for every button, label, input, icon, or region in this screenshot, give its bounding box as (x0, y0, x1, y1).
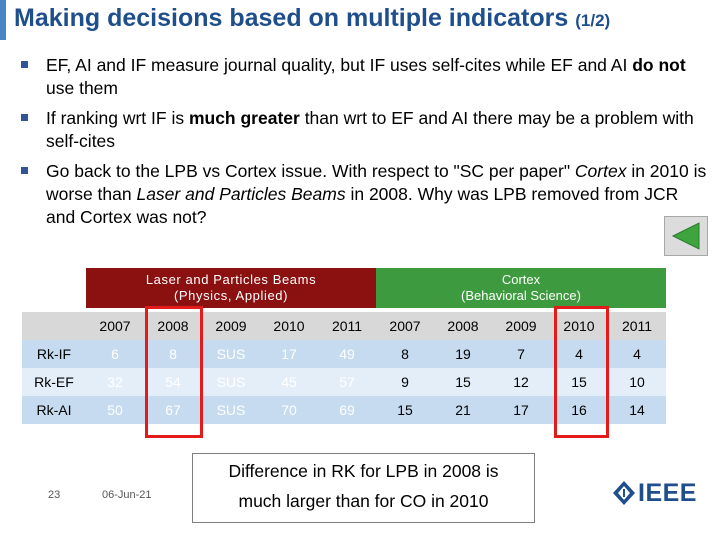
bullet-item: EF, AI and IF measure journal quality, b… (20, 54, 710, 100)
bullet-text: in 2008. Why was LPB removed from JCR an… (46, 184, 679, 227)
title-accent-bar (0, 0, 6, 40)
bullet-square-icon (21, 61, 28, 68)
highlight-lpb-2008 (145, 306, 203, 438)
lpb-rank-cell: SUS (216, 346, 246, 362)
cortex-rank-cell: 16 (571, 402, 587, 418)
lpb-rank-cell: 70 (281, 402, 297, 418)
lpb-rank-cell: SUS (216, 402, 246, 418)
lpb-group-category: (Physics, Applied) (173, 288, 289, 303)
bullet-text: do not (632, 55, 686, 75)
slide-title: Making decisions based on multiple indic… (14, 4, 610, 33)
bullet-text: Go back to the LPB vs Cortex issue. With… (46, 161, 575, 181)
year-header-cell: 2010 (563, 318, 595, 334)
cortex-rank-cell: 10 (629, 374, 645, 390)
cortex-group-header: Cortex (Behavioral Science) (376, 268, 666, 308)
bullet-item: If ranking wrt IF is much greater than w… (20, 107, 710, 153)
cortex-rank-cell: 4 (575, 346, 583, 362)
table-row: Rk-AI 50 67 SUS 70 69 15 21 17 16 14 (22, 396, 666, 424)
year-header-cell: 2007 (99, 318, 131, 334)
bullet-square-icon (21, 114, 28, 121)
ieee-logo-text: IEEE (638, 479, 697, 507)
slide-title-suffix: (1/2) (575, 11, 611, 30)
year-header-row: 2007 2008 2009 2010 2011 2007 2008 2009 2010 2011 (22, 312, 666, 340)
year-header-cell: 2008 (157, 318, 189, 334)
year-header-cell: 2008 (447, 318, 479, 334)
table-row: Rk-EF 32 54 SUS 45 57 9 15 12 15 10 (22, 368, 666, 396)
lpb-group-header: Laser and Particles Beams (Physics, Appl… (86, 268, 376, 308)
cortex-rank-cell: 19 (455, 346, 471, 362)
cortex-rank-cell: 4 (633, 346, 641, 362)
bullet-item: Go back to the LPB vs Cortex issue. With… (20, 160, 710, 229)
cortex-rank-cell: 8 (401, 346, 409, 362)
lpb-rank-cell: 69 (339, 402, 355, 418)
footer-date: 06-Jun-21 (102, 489, 152, 501)
cortex-rank-cell: 17 (513, 402, 529, 418)
cortex-rank-cell: 15 (455, 374, 471, 390)
callout-line-2: much larger than for CO in 2010 (238, 491, 489, 511)
back-arrow-icon (671, 222, 700, 250)
cortex-rank-cell: 12 (513, 374, 529, 390)
bullet-text: Cortex (574, 161, 627, 181)
lpb-rank-cell: 54 (165, 374, 181, 390)
bullet-text: much greater (188, 108, 300, 128)
bullet-text: If ranking wrt IF is (46, 108, 189, 128)
lpb-rank-cell: SUS (216, 374, 246, 390)
bullet-text: EF, AI and IF measure journal quality, b… (46, 55, 633, 75)
row-label: Rk-IF (36, 346, 72, 362)
ranking-table: Laser and Particles Beams (Physics, Appl… (22, 268, 666, 430)
ieee-logo: IEEE (612, 478, 712, 508)
lpb-rank-cell: 67 (165, 402, 181, 418)
cortex-group-category: (Behavioral Science) (461, 288, 581, 303)
lpb-rank-cell: 45 (281, 374, 297, 390)
row-label: Rk-EF (34, 374, 74, 390)
year-header-cell: 2009 (215, 318, 247, 334)
lpb-group-name: Laser and Particles Beams (145, 272, 317, 287)
year-header-cell: 2010 (273, 318, 305, 334)
highlight-cortex-2010 (554, 306, 609, 438)
bullet-text: Laser and Particles Beams (136, 184, 346, 204)
cortex-rank-cell: 14 (629, 402, 645, 418)
year-header-cell: 2011 (621, 318, 653, 334)
lpb-rank-cell: 17 (281, 346, 297, 362)
cortex-group-name: Cortex (501, 272, 541, 287)
slide-title-text: Making decisions based on multiple indic… (14, 4, 569, 32)
bullet-text: use them (46, 78, 118, 98)
callout-line-1: Difference in RK for LPB in 2008 is (228, 461, 499, 481)
callout-box: Difference in RK for LPB in 2008 is much… (192, 453, 535, 523)
year-header-cell: 2009 (505, 318, 537, 334)
year-header-cell: 2011 (331, 318, 363, 334)
lpb-rank-cell: 49 (339, 346, 355, 362)
lpb-rank-cell: 32 (107, 374, 123, 390)
lpb-rank-cell: 57 (339, 374, 355, 390)
cortex-rank-cell: 7 (517, 346, 525, 362)
bullet-list: EF, AI and IF measure journal quality, b… (20, 54, 710, 236)
lpb-rank-cell: 6 (111, 346, 119, 362)
row-label: Rk-AI (36, 402, 72, 418)
year-header-cell: 2007 (389, 318, 421, 334)
ieee-diamond-icon (613, 481, 635, 505)
page-number: 23 (48, 489, 61, 501)
cortex-rank-cell: 15 (397, 402, 413, 418)
lpb-rank-cell: 50 (107, 402, 123, 418)
back-navigation-button[interactable] (664, 216, 708, 256)
cortex-rank-cell: 9 (401, 374, 409, 390)
bullet-text: in 2010 is worse than (46, 161, 707, 204)
bullet-square-icon (21, 167, 28, 174)
cortex-rank-cell: 15 (571, 374, 587, 390)
lpb-rank-cell: 8 (169, 346, 177, 362)
bullet-text: than wrt to EF and AI there may be a pro… (46, 108, 694, 151)
cortex-rank-cell: 21 (455, 402, 471, 418)
table-row: Rk-IF 6 8 SUS 17 49 8 19 7 4 4 (22, 340, 666, 368)
